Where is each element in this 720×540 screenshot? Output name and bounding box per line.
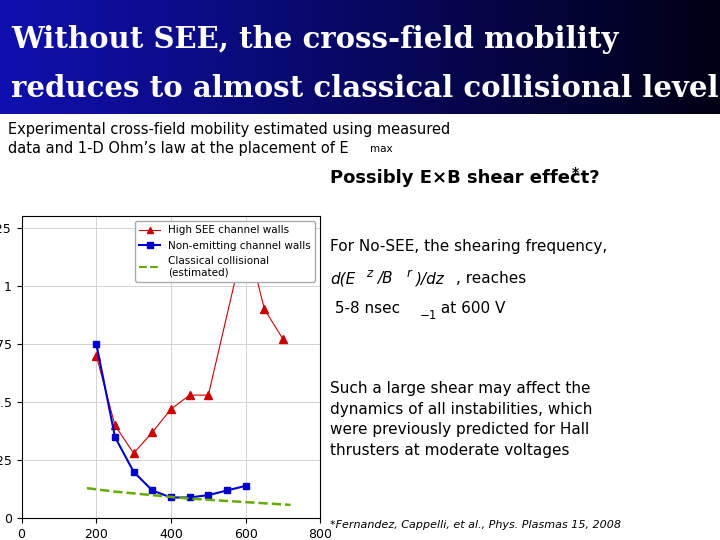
Text: , reaches: , reaches	[456, 272, 526, 287]
Text: max: max	[370, 145, 392, 154]
FancyBboxPatch shape	[0, 0, 720, 114]
Text: *: *	[572, 166, 579, 180]
Text: reduces to almost classical collisional level: reduces to almost classical collisional …	[11, 75, 719, 104]
Text: Experimental cross-field mobility estimated using measured
data and 1-D Ohm’s la: Experimental cross-field mobility estima…	[8, 123, 450, 156]
Legend: High SEE channel walls, Non-emitting channel walls, Classical collisional
(estim: High SEE channel walls, Non-emitting cha…	[135, 221, 315, 281]
Text: Possibly E×B shear effect?: Possibly E×B shear effect?	[330, 170, 600, 187]
Text: −1: −1	[420, 309, 437, 322]
Text: Without SEE, the cross-field mobility: Without SEE, the cross-field mobility	[11, 25, 618, 54]
Text: z: z	[366, 267, 372, 280]
Text: Such a large shear may affect the
dynamics of all instabilities, which
were prev: Such a large shear may affect the dynami…	[330, 381, 593, 458]
Text: *Fernandez, Cappelli, et al., Phys. Plasmas 15, 2008: *Fernandez, Cappelli, et al., Phys. Plas…	[330, 520, 621, 530]
Text: For No-SEE, the shearing frequency,: For No-SEE, the shearing frequency,	[330, 239, 607, 254]
Text: d(E: d(E	[330, 272, 355, 287]
Text: 5-8 nsec: 5-8 nsec	[330, 301, 400, 316]
Text: at 600 V: at 600 V	[436, 301, 505, 316]
Text: /B: /B	[377, 272, 392, 287]
Text: )/dz: )/dz	[416, 272, 445, 287]
Text: r: r	[407, 267, 412, 280]
